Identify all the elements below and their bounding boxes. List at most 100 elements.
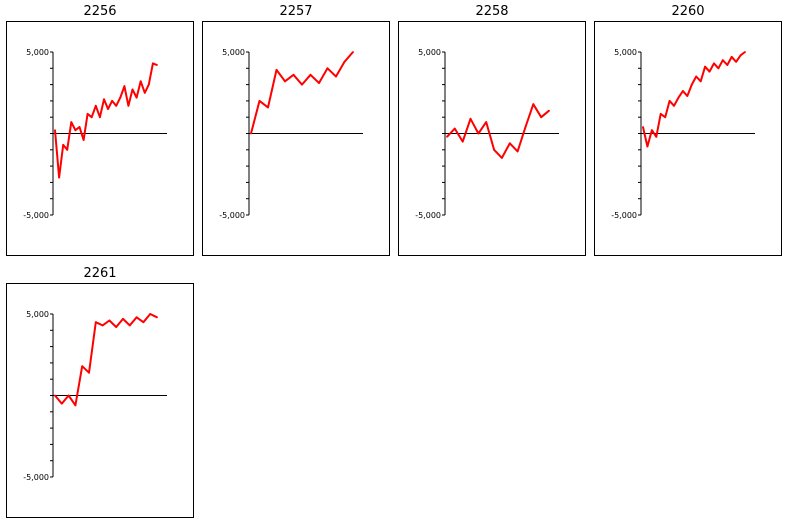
data-point bbox=[668, 100, 671, 102]
y-tick-label: 5,000 bbox=[26, 310, 49, 319]
chart-title: 2258 bbox=[475, 4, 509, 19]
data-point bbox=[94, 321, 97, 324]
data-point bbox=[682, 90, 684, 92]
data-point bbox=[94, 104, 97, 107]
data-point bbox=[326, 67, 329, 70]
data-point bbox=[739, 54, 742, 57]
data-point bbox=[99, 116, 101, 119]
data-point bbox=[86, 113, 89, 115]
data-point bbox=[343, 60, 346, 63]
data-point bbox=[726, 64, 729, 66]
data-point bbox=[713, 62, 715, 65]
y-tick-label: 5,000 bbox=[222, 48, 245, 57]
data-point bbox=[267, 106, 269, 109]
chart-frame: 5,000 -5,000 bbox=[202, 21, 390, 256]
data-point bbox=[677, 96, 680, 99]
data-point bbox=[651, 129, 653, 132]
data-point bbox=[469, 117, 472, 120]
data-point bbox=[74, 129, 77, 132]
data-point bbox=[127, 104, 130, 107]
chart-frame: 5,000 -5,000 bbox=[594, 21, 782, 256]
data-point bbox=[122, 318, 124, 320]
series-line bbox=[250, 51, 354, 134]
data-point bbox=[699, 80, 702, 83]
data-point bbox=[115, 104, 118, 107]
chart-svg: 5,000 -5,000 bbox=[219, 48, 363, 220]
data-point bbox=[708, 70, 711, 73]
chart-title: 2261 bbox=[83, 266, 117, 281]
data-point bbox=[81, 365, 84, 368]
data-point bbox=[115, 326, 118, 328]
data-point bbox=[258, 100, 261, 102]
data-point bbox=[516, 150, 519, 153]
data-point bbox=[477, 132, 480, 135]
data-point bbox=[493, 148, 495, 151]
data-point bbox=[123, 85, 126, 88]
data-point bbox=[108, 319, 111, 322]
data-point bbox=[101, 324, 104, 327]
chart-frame: 5,000 -5,000 bbox=[6, 283, 194, 518]
data-point bbox=[508, 142, 511, 145]
data-point bbox=[275, 69, 278, 71]
data-point bbox=[659, 113, 662, 115]
data-point bbox=[139, 80, 142, 83]
data-point bbox=[103, 98, 105, 101]
data-point bbox=[646, 145, 649, 148]
chart-svg: 5,000 -5,000 bbox=[23, 310, 167, 482]
series-line bbox=[54, 313, 158, 407]
chart-svg: 5,000 -5,000 bbox=[415, 48, 559, 220]
data-point bbox=[70, 121, 73, 123]
data-point bbox=[352, 51, 354, 53]
series-line bbox=[54, 62, 158, 179]
data-point bbox=[119, 96, 122, 99]
chart-title: 2256 bbox=[83, 4, 117, 19]
data-point bbox=[90, 116, 93, 119]
data-point bbox=[704, 65, 706, 68]
y-tick-label: 5,000 bbox=[418, 48, 441, 57]
series-line bbox=[446, 103, 550, 159]
y-tick-label: -5,000 bbox=[23, 211, 49, 220]
data-point bbox=[501, 157, 503, 159]
data-point bbox=[60, 402, 63, 405]
data-point bbox=[111, 100, 113, 102]
data-point bbox=[690, 83, 693, 86]
data-point bbox=[66, 148, 69, 151]
data-point bbox=[135, 96, 138, 99]
data-point bbox=[335, 75, 337, 78]
data-point bbox=[655, 135, 658, 138]
data-point bbox=[142, 321, 145, 324]
data-point bbox=[664, 116, 667, 119]
data-point bbox=[58, 176, 60, 179]
data-point bbox=[735, 60, 737, 63]
data-point bbox=[744, 51, 746, 53]
y-tick-label: 5,000 bbox=[614, 48, 637, 57]
chart-frame: 5,000 -5,000 bbox=[398, 21, 586, 256]
data-point bbox=[88, 371, 90, 374]
data-point bbox=[446, 135, 448, 138]
chart-svg: 5,000 -5,000 bbox=[611, 48, 755, 220]
data-point bbox=[695, 75, 698, 78]
chart-svg: 5,000 -5,000 bbox=[23, 48, 167, 220]
data-point bbox=[301, 83, 303, 86]
data-point bbox=[453, 127, 456, 130]
data-point bbox=[524, 126, 527, 128]
data-point bbox=[548, 109, 550, 112]
data-point bbox=[78, 126, 81, 128]
data-point bbox=[152, 62, 154, 65]
data-point bbox=[143, 91, 146, 94]
y-tick-label: -5,000 bbox=[415, 211, 441, 220]
data-point bbox=[485, 121, 488, 123]
data-point bbox=[128, 324, 131, 327]
data-point bbox=[730, 56, 733, 58]
data-point bbox=[717, 67, 720, 70]
data-point bbox=[54, 394, 56, 397]
data-point bbox=[686, 95, 689, 97]
data-point bbox=[82, 139, 85, 141]
data-point bbox=[156, 64, 158, 66]
data-point bbox=[292, 73, 295, 76]
y-tick-label: -5,000 bbox=[219, 211, 245, 220]
data-point bbox=[673, 104, 675, 107]
chart-frame: 5,000 -5,000 bbox=[6, 21, 194, 256]
data-point bbox=[284, 80, 286, 83]
data-point bbox=[318, 82, 320, 84]
